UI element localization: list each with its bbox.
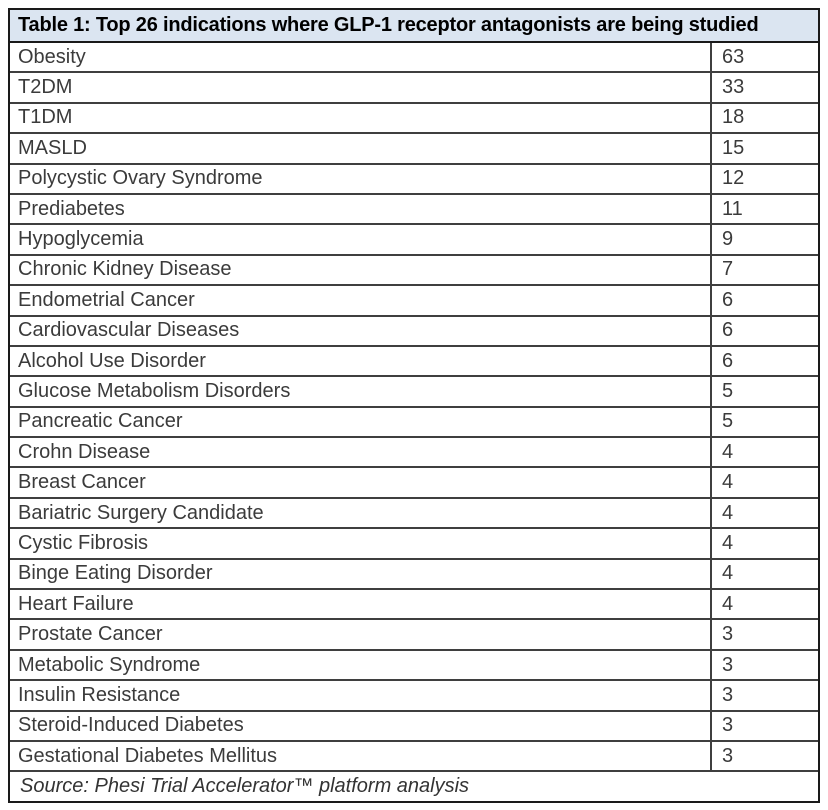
indication-cell: Alcohol Use Disorder [10,346,712,376]
indication-cell: Gestational Diabetes Mellitus [10,741,712,771]
indication-cell: Heart Failure [10,590,712,619]
indication-cell: Hypoglycemia [10,225,712,254]
table-row: Pancreatic Cancer 5 [10,407,818,439]
indication-cell: MASLD [10,134,712,163]
indication-cell: Prediabetes [10,194,712,224]
count-cell: 7 [722,258,734,281]
indication-cell: Cardiovascular Diseases [10,316,712,345]
table-row: Alcohol Use Disorder 6 [10,346,818,378]
count-cell: 3 [722,653,734,676]
indication-cell: Steroid-Induced Diabetes [10,711,712,740]
count-cell: 11 [722,197,743,220]
indication-cell: Glucose Metabolism Disorders [10,377,712,406]
indication-cell: Obesity [10,43,712,72]
count-cell: 5 [722,379,734,402]
table-title-row: Table 1: Top 26 indications where GLP-1 … [10,10,818,43]
table-row: Bariatric Surgery Candidate 4 [10,498,818,530]
table-row: T2DM 33 [10,73,818,104]
count-cell: 33 [722,76,745,99]
indication-cell: T1DM [10,103,712,133]
table-row: Hypoglycemia 9 [10,225,818,256]
count-cell: 4 [722,501,734,524]
indication-cell: Metabolic Syndrome [10,650,712,680]
table-row: Metabolic Syndrome 3 [10,650,818,682]
count-cell: 3 [722,714,734,737]
indication-cell: Polycystic Ovary Syndrome [10,164,712,193]
table-row: Gestational Diabetes Mellitus 3 [10,741,818,773]
table-body: Obesity 63 T2DM 33 T1DM 18 MASLD 15 Polycystic O… [10,43,818,773]
indication-cell: Pancreatic Cancer [10,407,712,437]
count-cell: 18 [722,106,745,129]
indication-cell: Crohn Disease [10,438,712,467]
table-row: Insulin Resistance 3 [10,681,818,712]
table-source-row: Source: Phesi Trial Accelerator™ platfor… [10,772,818,801]
table-row: Binge Eating Disorder 4 [10,559,818,591]
count-cell: 5 [722,410,734,433]
count-cell: 15 [722,136,745,159]
table-row: Prostate Cancer 3 [10,620,818,651]
count-cell: 4 [722,440,734,463]
count-cell: 6 [722,349,734,372]
count-cell: 4 [722,562,734,585]
count-cell: 3 [722,744,734,767]
table-row: Steroid-Induced Diabetes 3 [10,711,818,742]
table-row: Cystic Fibrosis 4 [10,529,818,560]
table-row: Endometrial Cancer 6 [10,286,818,317]
count-cell: 6 [722,319,734,342]
table-row: Polycystic Ovary Syndrome 12 [10,164,818,195]
table-row: MASLD 15 [10,134,818,165]
indication-cell: T2DM [10,73,712,102]
count-cell: 9 [722,228,734,251]
count-cell: 4 [722,471,734,494]
source-text: Source: Phesi Trial Accelerator™ platfor… [20,775,470,798]
count-cell: 12 [722,167,745,190]
table-row: Glucose Metabolism Disorders 5 [10,377,818,408]
table-row: Breast Cancer 4 [10,468,818,499]
count-cell: 6 [722,288,734,311]
indications-table: Table 1: Top 26 indications where GLP-1 … [8,8,820,804]
count-cell: 4 [722,592,734,615]
indication-cell: Binge Eating Disorder [10,559,712,589]
table-title: Table 1: Top 26 indications where GLP-1 … [18,14,759,36]
table-row: Obesity 63 [10,43,818,74]
count-cell: 3 [722,623,734,646]
indication-cell: Bariatric Surgery Candidate [10,498,712,528]
indication-cell: Chronic Kidney Disease [10,255,712,285]
count-cell: 63 [722,45,745,68]
table-row: Cardiovascular Diseases 6 [10,316,818,347]
table-row: Crohn Disease 4 [10,438,818,469]
indication-cell: Prostate Cancer [10,620,712,649]
indication-cell: Breast Cancer [10,468,712,497]
indication-cell: Insulin Resistance [10,681,712,710]
table-row: Prediabetes 11 [10,194,818,226]
table-row: Chronic Kidney Disease 7 [10,255,818,287]
table-row: Heart Failure 4 [10,590,818,621]
indication-cell: Cystic Fibrosis [10,529,712,558]
table-row: T1DM 18 [10,103,818,135]
count-cell: 3 [722,683,734,706]
indication-cell: Endometrial Cancer [10,286,712,315]
count-cell: 4 [722,531,734,554]
